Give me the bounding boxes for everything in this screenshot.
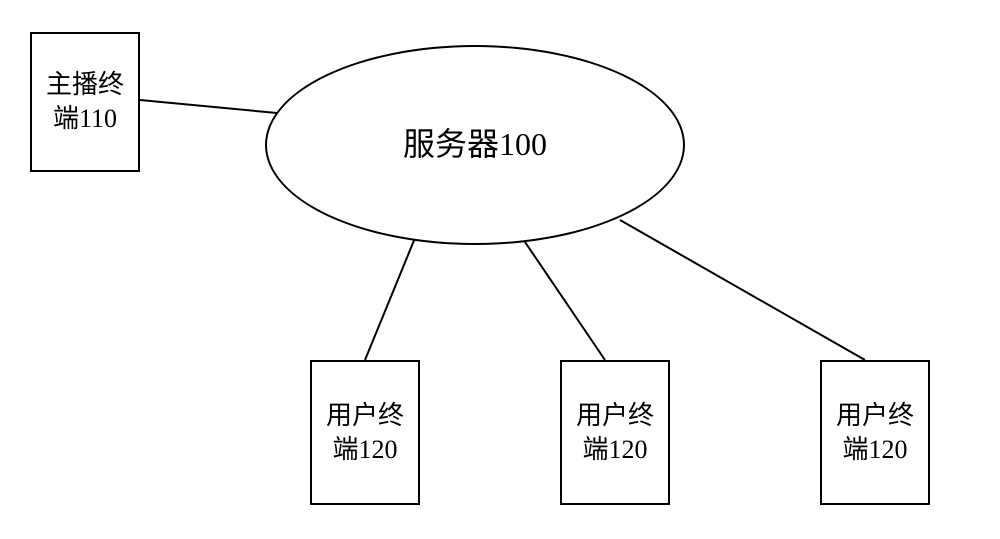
anchor-terminal-node: 主播终 端110 <box>30 32 140 172</box>
edge-server-user1 <box>365 238 415 360</box>
user-terminal-label-1: 用户终 端120 <box>326 399 404 467</box>
anchor-terminal-label: 主播终 端110 <box>46 68 124 136</box>
diagram-container: 服务器100 主播终 端110 用户终 端120 用户终 端120 用户终 端1… <box>0 0 1000 539</box>
user-terminal-node-1: 用户终 端120 <box>310 360 420 505</box>
user-terminal-node-2: 用户终 端120 <box>560 360 670 505</box>
edge-anchor-server <box>140 100 277 113</box>
user-terminal-label-3: 用户终 端120 <box>836 399 914 467</box>
edge-server-user3 <box>620 220 865 360</box>
server-node: 服务器100 <box>265 45 685 245</box>
server-label: 服务器100 <box>403 124 547 166</box>
user-terminal-node-3: 用户终 端120 <box>820 360 930 505</box>
edge-server-user2 <box>525 242 605 360</box>
user-terminal-label-2: 用户终 端120 <box>576 399 654 467</box>
